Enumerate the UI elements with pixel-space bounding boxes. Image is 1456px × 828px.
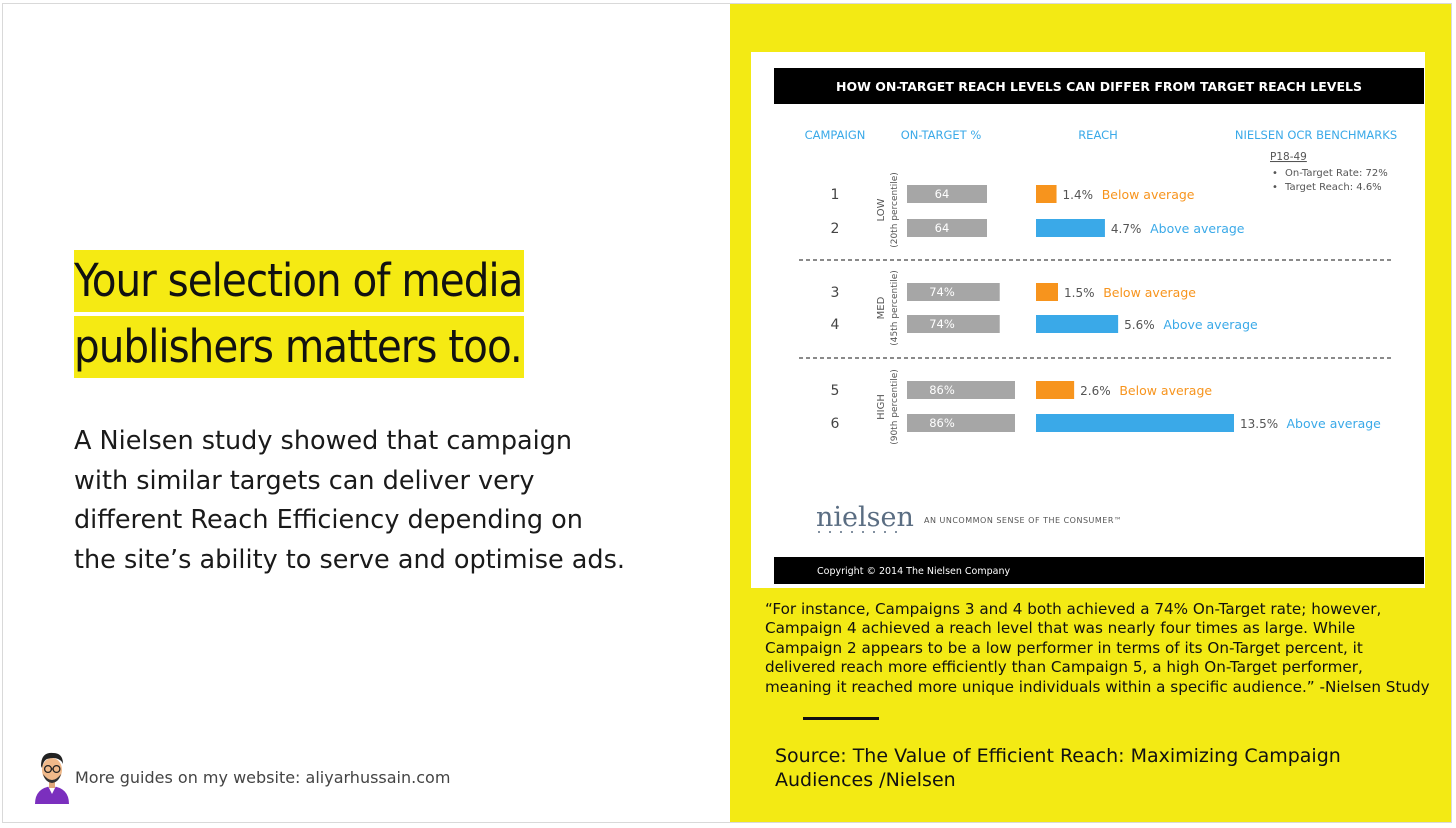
campaign-number: 1 xyxy=(831,187,840,203)
on-target-bar xyxy=(907,219,987,237)
reach-value-label: 1.5% xyxy=(1064,286,1095,300)
on-target-bar xyxy=(907,414,1015,432)
body-line-4: the site’s ability to serve and optimise… xyxy=(74,544,625,575)
website-link[interactable]: More guides on my website: aliyarhussain… xyxy=(75,768,451,787)
body-line-3: different Reach Efficiency depending on xyxy=(74,505,583,535)
nielsen-logo-dots xyxy=(818,531,897,533)
reach-bar xyxy=(1036,185,1057,203)
nielsen-tagline: AN UNCOMMON SENSE OF THE CONSUMER™ xyxy=(924,516,1122,525)
slide: Your selection of media publishers matte… xyxy=(2,3,1452,823)
benchmark-item-on-target: On-Target Rate: 72% xyxy=(1285,168,1388,179)
reach-bar xyxy=(1036,414,1234,432)
on-target-label: 64 xyxy=(935,187,950,201)
copyright-bar xyxy=(774,557,1424,584)
reach-status-label: Below average xyxy=(1119,383,1212,398)
reach-value-label: 1.4% xyxy=(1063,188,1094,202)
column-header-on-target: ON-TARGET % xyxy=(901,128,982,142)
on-target-bar xyxy=(907,283,1000,301)
group-label: MED xyxy=(876,296,887,319)
left-panel: Your selection of media publishers matte… xyxy=(3,4,731,822)
benchmark-item-target-reach: Target Reach: 4.6% xyxy=(1284,182,1382,193)
footer: More guides on my website: aliyarhussain… xyxy=(29,744,629,804)
chart-title: HOW ON-TARGET REACH LEVELS CAN DIFFER FR… xyxy=(836,79,1362,94)
campaign-number: 3 xyxy=(831,285,840,301)
on-target-label: 64 xyxy=(935,221,950,235)
reach-bar xyxy=(1036,283,1058,301)
reach-status-label: Above average xyxy=(1163,317,1258,332)
on-target-label: 74% xyxy=(929,285,955,299)
group-percentile-label: (90th percentile) xyxy=(890,369,900,445)
right-panel: HOW ON-TARGET REACH LEVELS CAN DIFFER FR… xyxy=(730,4,1451,822)
group-percentile-label: (45th percentile) xyxy=(890,270,900,346)
column-header-reach: REACH xyxy=(1078,128,1118,142)
nielsen-logo: nielsen xyxy=(816,502,914,533)
chart-title-bar xyxy=(774,68,1424,104)
reach-value-label: 4.7% xyxy=(1111,222,1142,236)
column-header-campaign: CAMPAIGN xyxy=(805,128,866,142)
campaign-number: 2 xyxy=(831,221,840,237)
reach-bar xyxy=(1036,381,1075,399)
on-target-label: 74% xyxy=(929,317,955,331)
reach-status-label: Above average xyxy=(1287,416,1382,431)
copyright-text: Copyright © 2014 The Nielsen Company xyxy=(817,566,1010,577)
on-target-bar xyxy=(907,185,987,203)
group-label: LOW xyxy=(876,198,887,221)
campaign-number: 6 xyxy=(831,416,840,432)
on-target-label: 86% xyxy=(929,416,955,430)
headline-line-1: Your selection of media xyxy=(74,250,525,312)
chart-card: HOW ON-TARGET REACH LEVELS CAN DIFFER FR… xyxy=(751,52,1425,588)
avatar xyxy=(35,752,69,804)
on-target-bar xyxy=(907,381,1015,399)
group-percentile-label: (20th percentile) xyxy=(890,172,900,248)
headline-line-2: publishers matters too. xyxy=(74,316,524,378)
reach-bar xyxy=(1036,315,1119,333)
nielsen-quote: “For instance, Campaigns 3 and 4 both ac… xyxy=(765,600,1430,696)
reach-value-label: 13.5% xyxy=(1240,417,1278,431)
body-paragraph: A Nielsen study showed that campaign wit… xyxy=(74,422,694,580)
on-target-reach-chart: HOW ON-TARGET REACH LEVELS CAN DIFFER FR… xyxy=(774,68,1424,584)
reach-status-label: Below average xyxy=(1102,187,1195,202)
quote-divider xyxy=(803,717,879,720)
benchmark-bullet: • xyxy=(1272,182,1278,193)
reach-value-label: 2.6% xyxy=(1080,384,1111,398)
reach-bar xyxy=(1036,219,1105,237)
reach-status-label: Below average xyxy=(1103,285,1196,300)
reach-status-label: Above average xyxy=(1150,221,1245,236)
campaign-number: 5 xyxy=(831,383,840,399)
group-label: HIGH xyxy=(876,394,887,420)
chart-group-labels: LOW (20th percentile) MED (45th percentile)… xyxy=(876,172,900,445)
column-header-benchmarks: NIELSEN OCR BENCHMARKS xyxy=(1235,128,1397,142)
on-target-bar xyxy=(907,315,1000,333)
on-target-label: 86% xyxy=(929,383,955,397)
body-line-2: with similar targets can deliver very xyxy=(74,465,535,496)
source-citation: Source: The Value of Efficient Reach: Ma… xyxy=(775,745,1341,791)
benchmark-bullet: • xyxy=(1272,168,1278,179)
reach-value-label: 5.6% xyxy=(1124,318,1155,332)
body-line-1: A Nielsen study showed that campaign xyxy=(74,426,573,456)
campaign-number: 4 xyxy=(831,317,840,333)
benchmark-heading: P18-49 xyxy=(1270,151,1307,163)
headline: Your selection of media publishers matte… xyxy=(74,250,694,382)
